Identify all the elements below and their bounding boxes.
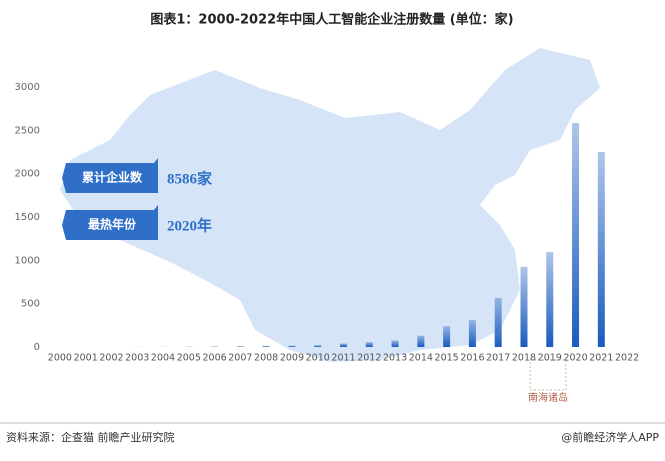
- y-tick-label: 2500: [15, 125, 40, 136]
- bar: [469, 320, 476, 347]
- y-tick-label: 3000: [15, 82, 40, 93]
- bar: [263, 346, 270, 347]
- y-tick-label: 0: [34, 342, 40, 353]
- callout-label: 最热年份: [88, 217, 137, 232]
- bar: [520, 267, 527, 347]
- x-tick-label: 2013: [383, 353, 407, 364]
- x-tick-label: 2021: [589, 353, 613, 364]
- x-tick-label: 2015: [435, 353, 459, 364]
- x-tick-label: 2000: [48, 353, 72, 364]
- bar: [340, 344, 347, 347]
- chart-title: 图表1：2000-2022年中国人工智能企业注册数量 (单位：家): [150, 12, 513, 28]
- x-tick-label: 2018: [512, 353, 536, 364]
- x-tick-label: 2003: [125, 353, 149, 364]
- credit: @前瞻经济学人APP: [561, 430, 659, 444]
- x-tick-label: 2006: [202, 353, 226, 364]
- x-tick-label: 2014: [409, 353, 433, 364]
- map-label: 南海诸岛: [528, 391, 568, 404]
- y-tick-label: 1000: [15, 255, 40, 266]
- x-tick-label: 2020: [563, 353, 587, 364]
- x-tick-label: 2007: [228, 353, 252, 364]
- bar: [598, 152, 605, 347]
- bar: [546, 252, 553, 347]
- x-tick-label: 2002: [99, 353, 123, 364]
- bar: [314, 345, 321, 347]
- x-tick-label: 2019: [538, 353, 562, 364]
- bar: [288, 346, 295, 347]
- x-tick-label: 2017: [486, 353, 510, 364]
- x-tick-label: 2004: [151, 353, 175, 364]
- y-tick-label: 500: [21, 299, 40, 310]
- bar: [366, 342, 373, 347]
- bar: [495, 298, 502, 347]
- callout-value: 2020年: [167, 216, 212, 234]
- x-tick-label: 2016: [460, 353, 484, 364]
- x-tick-label: 2005: [177, 353, 201, 364]
- source: 资料来源：企查猫 前瞻产业研究院: [6, 430, 175, 444]
- bar: [417, 336, 424, 347]
- y-tick-label: 1500: [15, 212, 40, 223]
- y-tick-label: 2000: [15, 169, 40, 180]
- callout-value: 8586家: [167, 169, 212, 187]
- bar: [572, 123, 579, 347]
- x-tick-label: 2009: [280, 353, 304, 364]
- x-tick-label: 2008: [254, 353, 278, 364]
- bar: [443, 326, 450, 347]
- bar: [237, 346, 244, 347]
- x-tick-label: 2001: [74, 353, 98, 364]
- callout-label: 累计企业数: [82, 170, 143, 185]
- bar: [392, 341, 399, 348]
- x-tick-label: 2011: [331, 353, 355, 364]
- x-tick-label: 2022: [615, 353, 639, 364]
- x-tick-label: 2012: [357, 353, 381, 364]
- x-tick-label: 2010: [306, 353, 330, 364]
